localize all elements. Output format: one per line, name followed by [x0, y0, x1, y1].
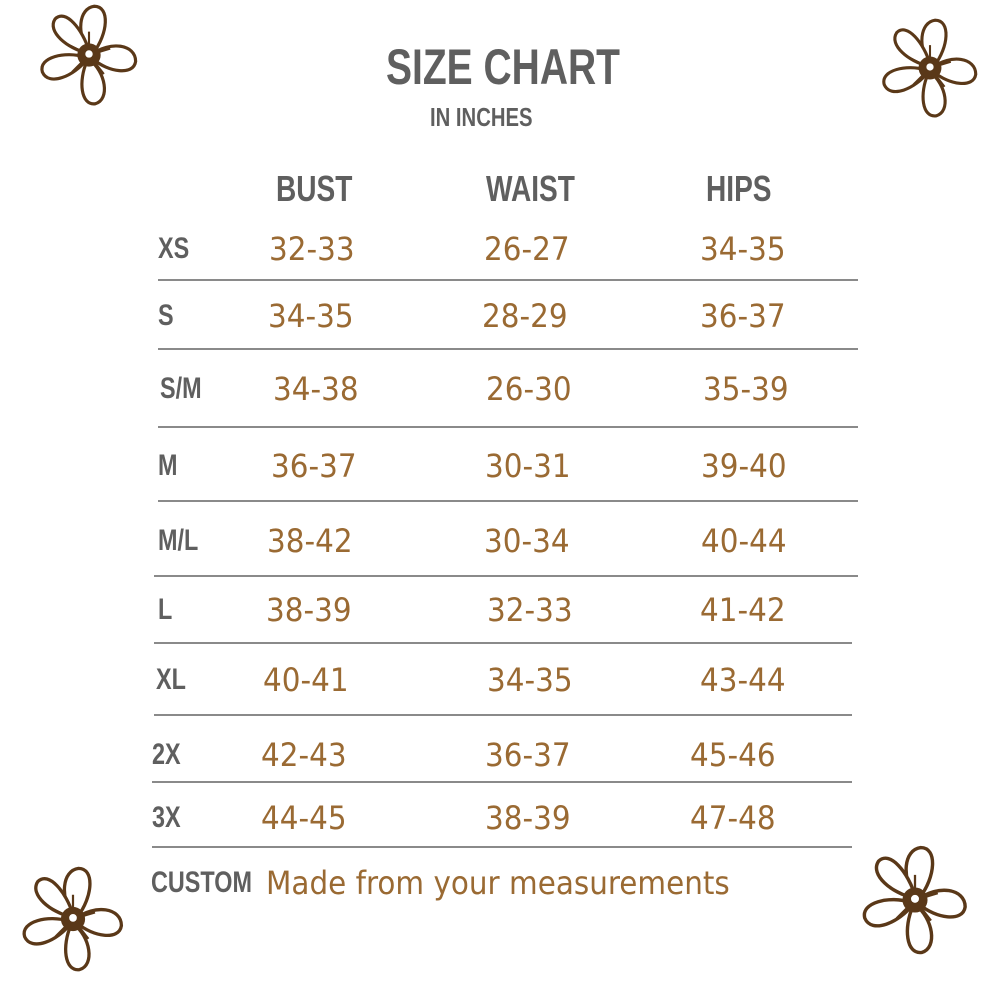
hips-value: 36-37 — [700, 297, 786, 335]
bust-value: 32-33 — [269, 230, 355, 268]
bust-value: 42-43 — [261, 736, 347, 774]
row-divider — [152, 846, 852, 848]
waist-value: 38-39 — [485, 799, 571, 837]
row-divider — [154, 642, 852, 644]
hips-value: 45-46 — [690, 736, 776, 774]
page-subtitle: IN INCHES — [430, 102, 533, 132]
size-label: XS — [158, 232, 190, 265]
waist-value: 28-29 — [482, 297, 568, 335]
size-label: L — [158, 593, 173, 626]
waist-value: 32-33 — [487, 591, 573, 629]
hips-value: 34-35 — [700, 230, 786, 268]
flower-icon — [22, 866, 124, 972]
waist-value: 36-37 — [485, 736, 571, 774]
flower-icon — [862, 845, 967, 955]
bust-value: 38-39 — [266, 591, 352, 629]
row-divider — [158, 500, 858, 502]
size-label: M — [158, 449, 178, 482]
bust-value: 36-37 — [271, 447, 357, 485]
size-label: 3X — [152, 801, 181, 834]
bust-value: 34-35 — [268, 297, 354, 335]
row-divider — [154, 575, 858, 577]
size-label: XL — [156, 663, 186, 696]
row-divider — [158, 348, 858, 350]
size-label: S — [158, 299, 174, 332]
size-label: 2X — [152, 738, 181, 771]
size-label: S/M — [160, 372, 202, 405]
waist-value: 34-35 — [487, 661, 573, 699]
custom-size-text: Made from your measurements — [266, 864, 730, 902]
row-divider — [158, 426, 858, 428]
column-header-waist: WAIST — [486, 168, 575, 209]
flower-icon — [882, 18, 978, 118]
hips-value: 40-44 — [701, 522, 787, 560]
waist-value: 26-27 — [484, 230, 570, 268]
hips-value: 39-40 — [701, 447, 787, 485]
row-divider — [152, 781, 852, 783]
waist-value: 30-31 — [485, 447, 571, 485]
hips-value: 41-42 — [700, 591, 786, 629]
bust-value: 44-45 — [261, 799, 347, 837]
row-divider — [154, 714, 852, 716]
hips-value: 35-39 — [703, 370, 789, 408]
page-title: SIZE CHART — [386, 39, 620, 95]
row-divider — [158, 279, 858, 281]
bust-value: 34-38 — [273, 370, 359, 408]
bust-value: 40-41 — [263, 661, 349, 699]
size-label: M/L — [158, 524, 199, 557]
custom-size-label: CUSTOM — [151, 866, 252, 899]
flower-icon — [40, 4, 138, 106]
hips-value: 47-48 — [690, 799, 776, 837]
hips-value: 43-44 — [700, 661, 786, 699]
waist-value: 26-30 — [486, 370, 572, 408]
column-header-bust: BUST — [276, 168, 353, 209]
bust-value: 38-42 — [267, 522, 353, 560]
column-header-hips: HIPS — [706, 168, 772, 209]
waist-value: 30-34 — [484, 522, 570, 560]
